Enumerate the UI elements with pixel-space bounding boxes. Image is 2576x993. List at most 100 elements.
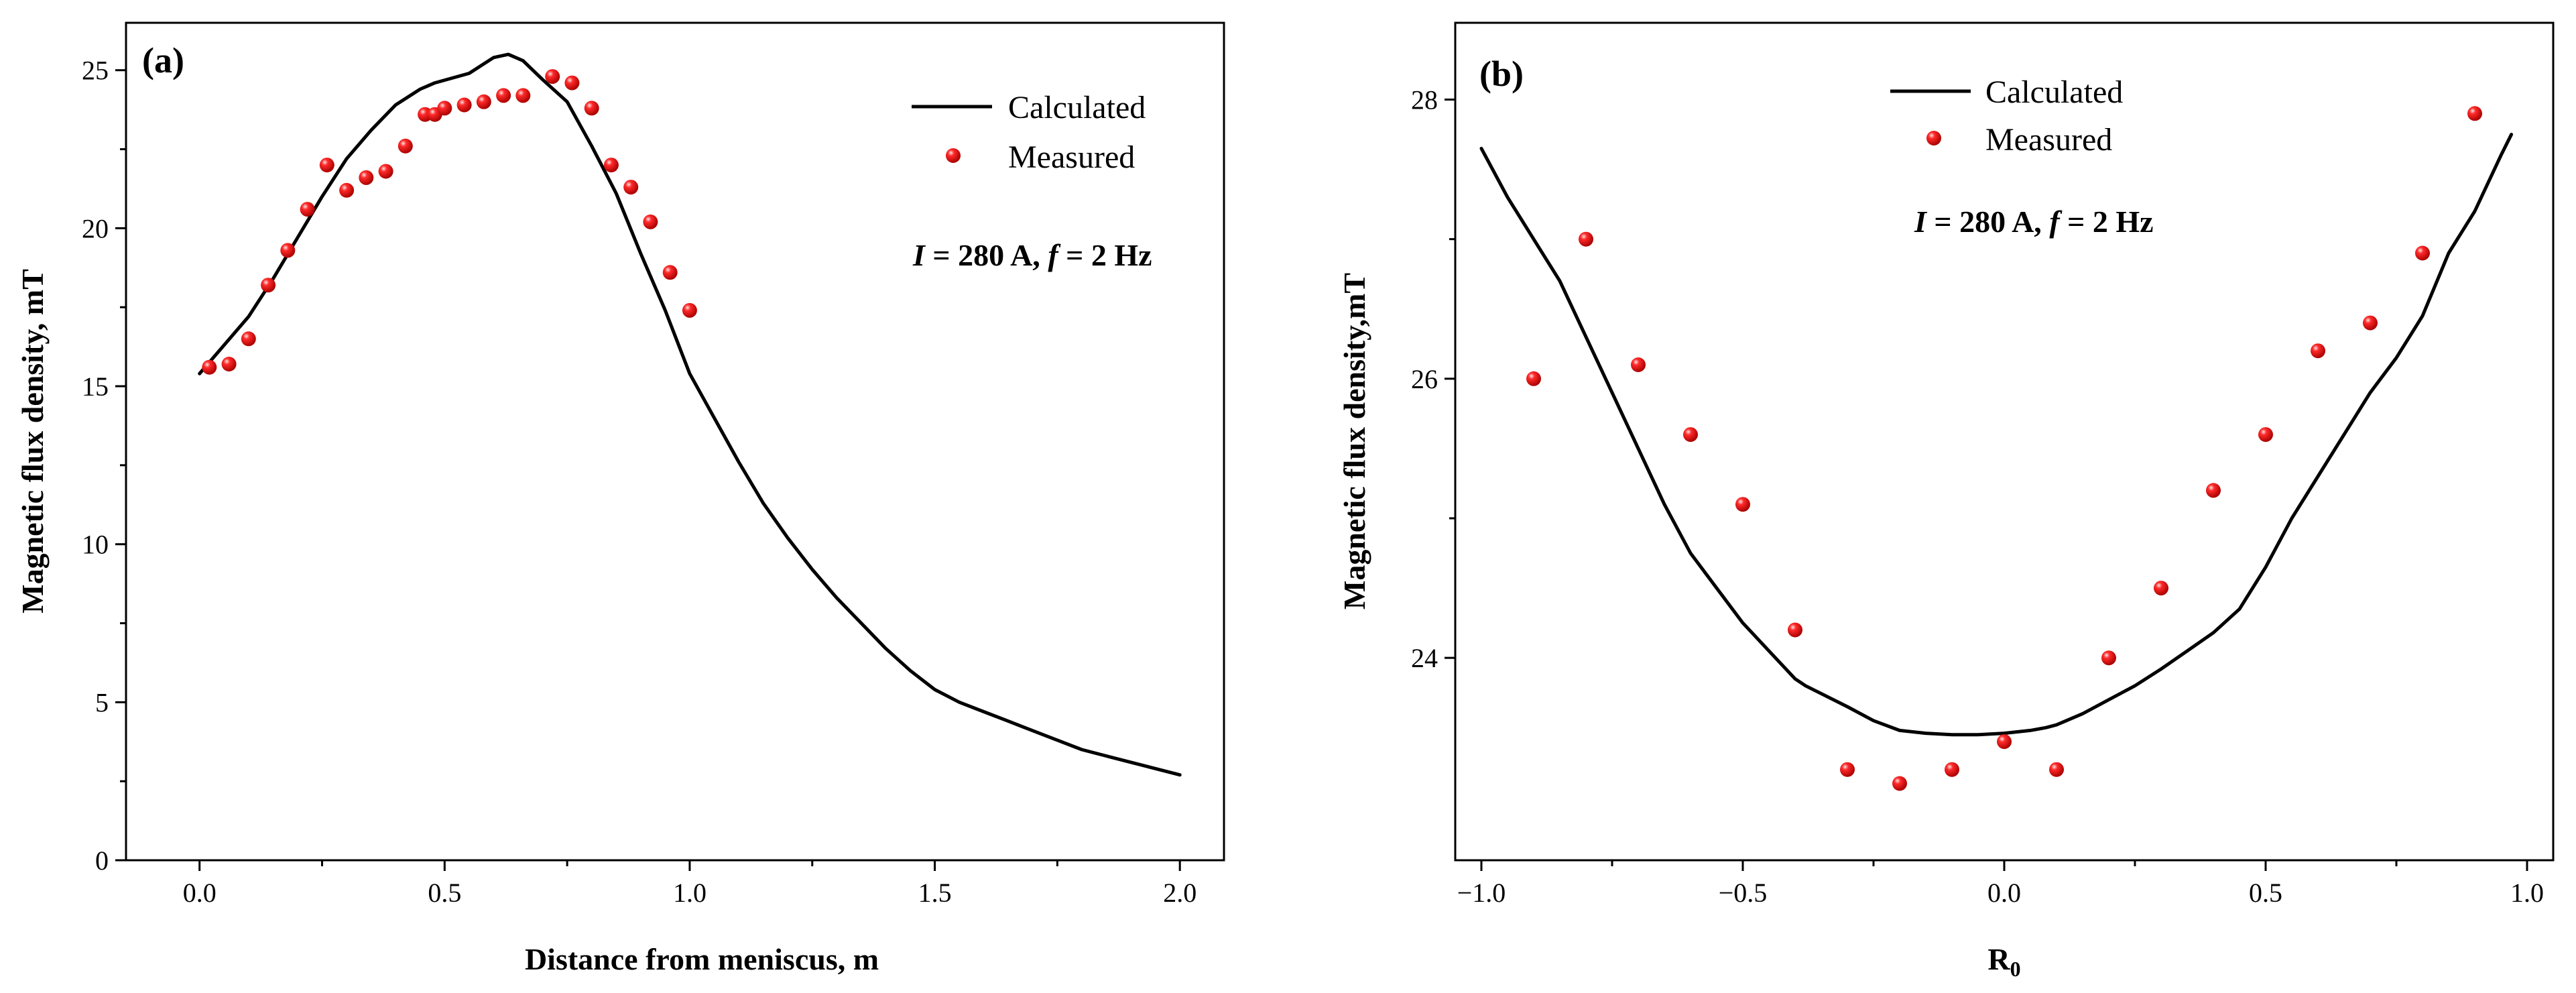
measured-data-point <box>1735 497 1750 512</box>
measured-data-point <box>378 164 393 179</box>
legend-a: Calculated Measured <box>912 90 1146 175</box>
legend-label-measured-b: Measured <box>1985 122 2112 158</box>
annotation-frequency-value: = 2 Hz <box>2060 205 2154 239</box>
x-tick-label: −0.5 <box>1719 878 1768 908</box>
x-axis-title-b-main: R <box>1987 942 2010 976</box>
measured-data-point <box>2049 762 2064 777</box>
measured-data-point <box>397 138 413 154</box>
y-tick-label: 26 <box>1411 364 1438 394</box>
measured-data-point <box>2467 106 2482 121</box>
annotation-frequency-symbol: f <box>2049 205 2063 239</box>
x-axis-title-b-subscript: 0 <box>2010 957 2021 981</box>
plot-frame-a <box>125 21 1225 862</box>
y-ticks-a: 0 5 10 15 20 25 <box>82 56 126 876</box>
annotation-frequency-symbol: f <box>1048 238 1061 272</box>
measured-data-point <box>359 170 374 185</box>
measured-data-point <box>476 94 491 109</box>
measured-data-point <box>1945 762 1959 777</box>
measured-data-point <box>1788 622 1802 638</box>
annotation-current-symbol: I <box>912 238 926 272</box>
annotation-frequency-value: = 2 Hz <box>1058 238 1152 272</box>
measured-data-point <box>1683 427 1698 443</box>
y-tick-label: 0 <box>95 845 109 876</box>
panel-label-a: (a) <box>142 40 184 80</box>
x-axis-title-b: R0 <box>1987 942 2020 981</box>
x-tick-label: 1.0 <box>2510 878 2544 908</box>
measured-data-point <box>515 88 531 103</box>
x-tick-label: 2.0 <box>1163 878 1197 908</box>
calculated-line-series <box>198 52 1182 777</box>
panel-b: (b) 24 26 28 −1.0 −0.5 0.0 0.5 1.0 Calculated … <box>1337 21 2555 981</box>
series-a <box>198 52 1182 777</box>
measured-data-point <box>280 243 296 258</box>
panel-a: (a) 0 5 10 15 20 25 0.0 0.5 1.0 1.5 2.0 Calculate… <box>15 21 1225 976</box>
measured-data-point <box>584 101 599 116</box>
measured-data-point <box>2154 581 2168 596</box>
measured-data-point <box>2206 483 2221 498</box>
x-tick-label: 0.0 <box>1987 878 2021 908</box>
y-tick-label: 15 <box>82 371 109 402</box>
x-tick-label: 1.5 <box>918 878 952 908</box>
measured-data-point <box>2415 245 2430 261</box>
legend-label-measured-a: Measured <box>1008 139 1135 175</box>
annotation-b: I = 280 A, f = 2 Hz <box>1914 205 2154 239</box>
calculated-line-series <box>1479 133 2514 737</box>
measured-data-point <box>319 158 334 173</box>
x-tick-label: 0.5 <box>428 878 461 908</box>
annotation-a: I = 280 A, f = 2 Hz <box>912 238 1152 272</box>
panel-label-b: (b) <box>1479 54 1524 94</box>
legend-b: Calculated Measured <box>1890 74 2123 158</box>
measured-data-point <box>339 182 355 198</box>
y-tick-label: 25 <box>82 56 109 86</box>
measured-data-point <box>202 359 217 375</box>
y-tick-label: 24 <box>1411 643 1438 673</box>
legend-label-calculated-b: Calculated <box>1985 74 2123 110</box>
measured-data-point <box>662 265 678 280</box>
x-axis-title-a: Distance from meniscus, m <box>525 942 879 976</box>
measured-data-point <box>456 97 472 113</box>
y-tick-label: 5 <box>95 687 109 717</box>
measured-data-point <box>221 357 237 371</box>
measured-data-point <box>2363 315 2378 331</box>
measured-data-point <box>1892 776 1907 791</box>
measured-data-point <box>643 214 658 229</box>
legend-label-calculated-a: Calculated <box>1008 90 1146 125</box>
y-tick-label: 28 <box>1411 84 1438 115</box>
annotation-current-value: = 280 A, <box>925 238 1048 272</box>
measured-data-point <box>1997 734 2012 750</box>
x-ticks-b: −1.0 −0.5 0.0 0.5 1.0 <box>1457 860 2544 908</box>
measured-data-point <box>1579 231 1593 247</box>
measured-data-point <box>623 180 639 195</box>
measured-data-point <box>545 69 560 84</box>
measured-data-point <box>2311 343 2325 359</box>
measured-data-point <box>2258 427 2273 443</box>
x-tick-label: 0.5 <box>2249 878 2282 908</box>
measured-data-point <box>564 75 580 91</box>
measured-data-point <box>496 88 511 103</box>
x-ticks-a: 0.0 0.5 1.0 1.5 2.0 <box>183 860 1197 908</box>
measured-data-point <box>603 158 619 173</box>
annotation-current-value: = 280 A, <box>1926 205 2049 239</box>
y-tick-label: 20 <box>82 213 109 243</box>
y-axis-title-b: Magnetic flux density,mT <box>1337 273 1371 609</box>
series-b <box>1479 106 2514 791</box>
annotation-current-symbol: I <box>1914 205 1928 239</box>
legend-marker-swatch-a <box>946 148 961 163</box>
measured-data-point <box>682 302 697 318</box>
y-ticks-b: 24 26 28 <box>1411 84 1455 673</box>
y-axis-title-a: Magnetic flux density, mT <box>15 269 50 614</box>
x-tick-label: 1.0 <box>673 878 707 908</box>
x-tick-label: 0.0 <box>183 878 217 908</box>
measured-data-point <box>1840 762 1855 777</box>
x-tick-label: −1.0 <box>1457 878 1506 908</box>
measured-data-point <box>1631 357 1646 372</box>
measured-data-point <box>2101 650 2116 666</box>
measured-data-point <box>1526 371 1541 386</box>
measured-data-point <box>261 278 276 293</box>
legend-marker-swatch-b <box>1926 131 1941 145</box>
measured-data-point <box>241 331 256 347</box>
measured-data-point <box>300 202 315 217</box>
measured-data-point <box>437 101 452 116</box>
y-tick-label: 10 <box>82 530 109 560</box>
